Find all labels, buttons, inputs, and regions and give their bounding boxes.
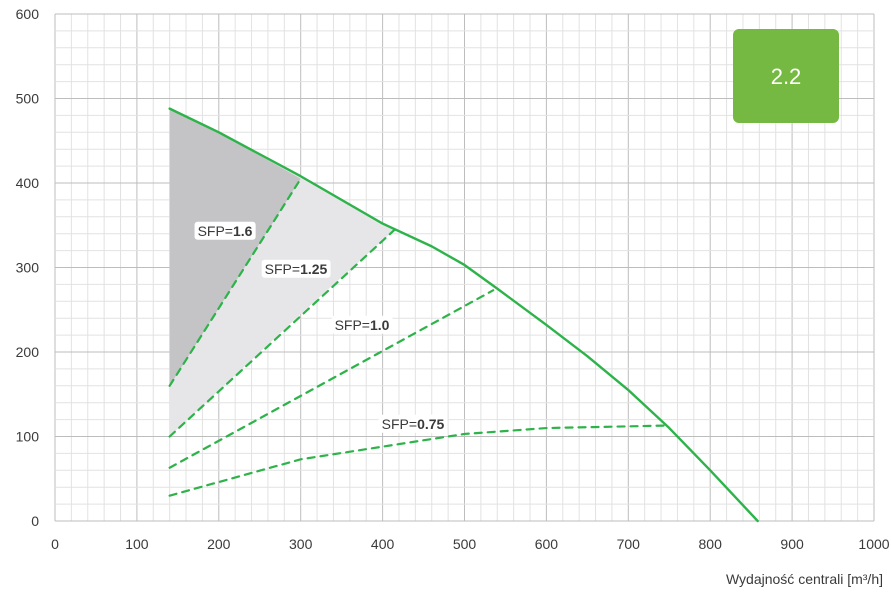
sfp-label-0.75: SFP=0.75 <box>378 414 448 433</box>
shaded-region-dark <box>169 108 301 386</box>
sfp-line-0.75 <box>168 424 671 497</box>
series-lines <box>168 107 759 523</box>
sfp-label-prefix: SFP= <box>198 223 233 239</box>
sfp-label-1.0: SFP=1.0 <box>331 315 393 334</box>
sfp-label-1.6: SFP=1.6 <box>194 221 256 240</box>
sfp-label-text: SFP=1.6 <box>198 223 253 239</box>
x-tick-label: 600 <box>535 536 559 552</box>
y-tick-label: 600 <box>16 6 40 22</box>
x-tick-label: 100 <box>125 536 149 552</box>
badge-text: 2.2 <box>771 64 802 89</box>
y-tick-label: 100 <box>16 429 40 445</box>
sfp-label-value: 0.75 <box>417 416 444 432</box>
fan-curve <box>168 107 759 523</box>
y-tick-label: 500 <box>16 91 40 107</box>
sfp-line-1.0 <box>168 289 495 469</box>
sfp-label-text: SFP=1.25 <box>265 261 328 277</box>
y-tick-label: 400 <box>16 175 40 191</box>
tick-labels: 0 100 200 300 400 500 600 700 800 900 1000 0 100 200 3… <box>16 6 890 552</box>
sfp-label-text: SFP=0.75 <box>382 416 445 432</box>
x-tick-label: 500 <box>453 536 477 552</box>
x-tick-label: 700 <box>617 536 641 552</box>
sfp-label-value: 1.6 <box>233 223 253 239</box>
sfp-label-prefix: SFP= <box>265 261 300 277</box>
sfp-label-text: SFP=1.0 <box>335 317 390 333</box>
sfp-line-1.6 <box>168 177 302 387</box>
model-badge: 2.2 <box>733 29 839 123</box>
sfp-label-prefix: SFP= <box>335 317 370 333</box>
sfp-label-value: 1.0 <box>370 317 390 333</box>
x-tick-label: 900 <box>780 536 804 552</box>
sfp-label-prefix: SFP= <box>382 416 417 432</box>
x-tick-label: 400 <box>371 536 395 552</box>
sfp-line-1.25 <box>168 228 396 438</box>
sfp-label-1.25: SFP=1.25 <box>261 259 331 278</box>
x-tick-label: 800 <box>699 536 723 552</box>
x-tick-label: 0 <box>51 536 59 552</box>
x-tick-label: 300 <box>289 536 313 552</box>
sfp-label-background <box>194 221 256 240</box>
sfp-label-background <box>378 414 448 433</box>
sfp-label-background <box>331 315 393 334</box>
sfp-label-background <box>261 259 331 278</box>
sfp-label-value: 1.25 <box>300 261 327 277</box>
x-tick-label: 200 <box>207 536 231 552</box>
y-tick-label: 200 <box>16 344 40 360</box>
x-axis-title: Wydajność centrali [m³/h] <box>726 571 883 587</box>
y-tick-label: 300 <box>16 260 40 276</box>
y-tick-label: 0 <box>31 513 39 529</box>
badge-background <box>733 29 839 123</box>
x-tick-label: 1000 <box>858 536 889 552</box>
